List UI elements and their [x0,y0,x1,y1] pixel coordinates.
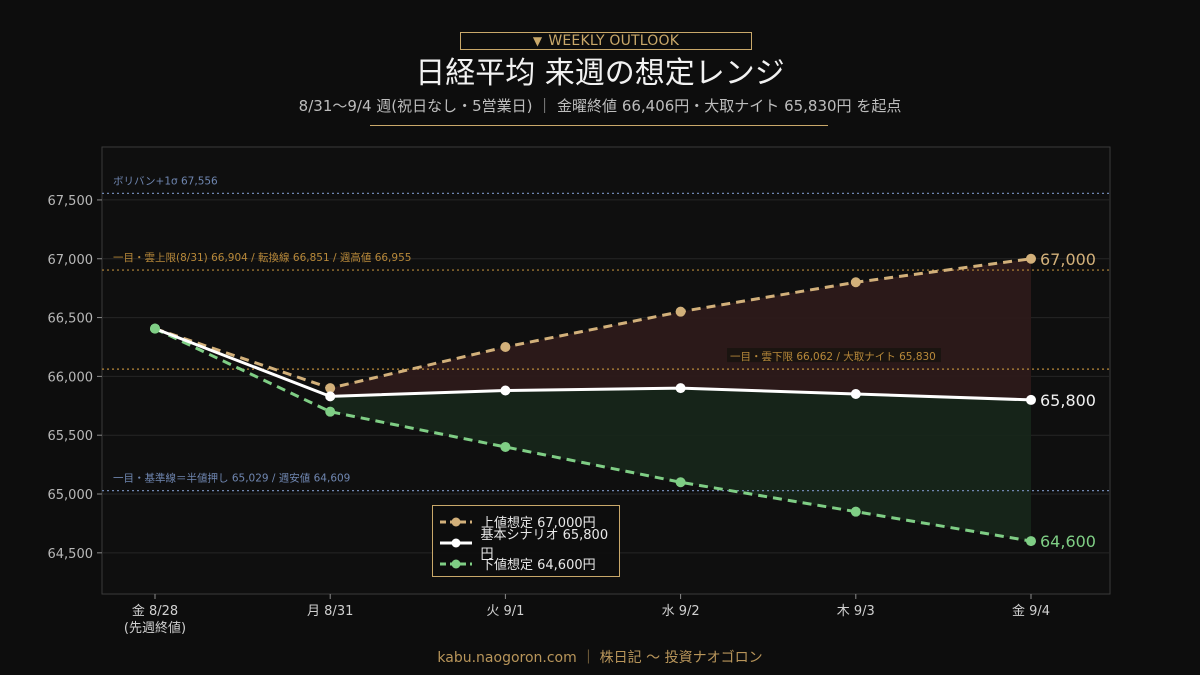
upper-range-fill [330,258,1031,400]
legend-item-upper: 上値想定 67,000円 [433,511,619,532]
legend-swatch-lower [440,559,472,568]
legend-marker [451,517,461,526]
legend-marker [451,538,461,547]
legend-item-lower: 下値想定 64,600円 [433,553,619,574]
x-tick-label: 金 9/4 [1012,603,1050,619]
data-point-base [1026,394,1036,405]
data-point-base [500,385,511,396]
y-tick-label: 67,000 [48,253,94,268]
data-point-base [325,391,336,402]
data-point-base [850,389,861,400]
reference-label-bg [727,348,941,363]
reference-label: 一目・雲上限(8/31) 66,904 / 転換線 66,851 / 週高値 6… [113,251,411,264]
end-value-label-base: 65,800 [1040,391,1096,410]
legend-marker [451,559,461,568]
data-point-lower [325,406,336,417]
data-point-lower [500,441,511,452]
reference-label: 一目・雲下限 66,062 / 大取ナイト 65,830 [730,350,936,363]
chart-legend: 上値想定 67,000円 基本シナリオ 65,800円 下値想定 64,600円 [432,505,620,577]
y-tick-label: 65,000 [48,488,94,503]
data-point-lower [675,477,686,488]
x-tick-label: 木 9/3 [837,604,875,619]
x-tick-label: 月 8/31 [307,604,353,619]
series-line-lower [154,327,1032,543]
y-tick-label: 64,500 [48,547,94,562]
y-tick-label: 67,500 [48,194,94,209]
y-tick-label: 66,000 [48,370,94,385]
data-point-upper [1026,253,1036,264]
end-value-label-lower: 64,600 [1040,532,1096,551]
page-subtitle: 8/31〜9/4 週(祝日なし・5営業日) ｜ 金曜終値 66,406円・大取ナ… [298,97,902,115]
legend-label: 下値想定 64,600円 [481,558,596,573]
data-point-base [675,383,686,394]
series-line-upper [154,257,1032,390]
page-title: 日経平均 来週の想定レンジ [415,56,785,91]
x-tick-label: 水 9/2 [662,604,700,619]
legend-swatch-upper [440,517,472,526]
legend-swatch-base [440,538,472,547]
footer-credit: kabu.naogoron.com ｜ 株日記 〜 投資ナオゴロン [437,650,763,666]
y-tick-label: 66,500 [48,312,94,327]
data-point-upper [675,306,686,317]
data-point-lower [850,506,861,517]
legend-item-base: 基本シナリオ 65,800円 [433,528,619,562]
end-value-label-upper: 67,000 [1040,250,1096,269]
series-line-base [154,327,1032,402]
reference-label: 一目・基準線＝半値押し 65,029 / 週安値 64,609 [113,472,350,485]
data-point-upper [850,277,861,288]
data-point-base [150,323,160,334]
y-tick-label: 65,500 [48,429,94,444]
data-point-upper [500,341,511,352]
lower-range-fill [330,388,1031,542]
x-tick-label: 火 9/1 [486,604,524,619]
x-tick-label: (先週終値) [124,620,186,636]
title-divider [370,125,828,126]
data-point-lower [1026,536,1036,547]
legend-label: 上値想定 67,000円 [481,516,596,531]
triangle-down-icon: ▼ [532,34,543,48]
reference-label: ボリバン+1σ 67,556 [113,175,218,187]
data-point-upper [325,383,336,394]
badge-text: WEEKLY OUTLOOK [548,33,680,49]
x-tick-label: 金 8/28 [132,603,178,619]
weekly-outlook-badge: ▼ WEEKLY OUTLOOK [460,32,752,50]
legend-label: 基本シナリオ 65,800円 [480,527,609,562]
